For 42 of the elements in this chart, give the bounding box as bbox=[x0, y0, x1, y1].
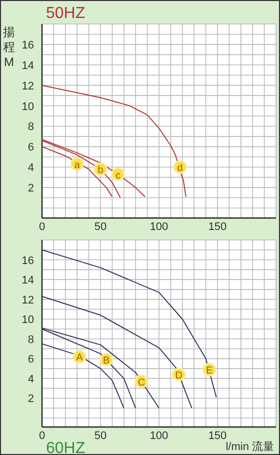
y-tick-label: 14 bbox=[22, 274, 34, 287]
x-tick-label: 150 bbox=[208, 430, 227, 442]
text: 60HZ bbox=[46, 440, 86, 455]
annotation: B bbox=[103, 356, 110, 367]
x-axis-title: l/min 流量 bbox=[226, 440, 274, 453]
y-tick-label: 10 bbox=[22, 314, 34, 326]
annotation: E bbox=[206, 366, 213, 377]
y-tick-label: 4 bbox=[28, 373, 34, 386]
x-tick-label: 0 bbox=[38, 221, 46, 233]
y-tick-label: 4 bbox=[28, 162, 34, 174]
x-tick-label: 50 bbox=[94, 430, 107, 442]
y-tick-label: 2 bbox=[28, 393, 34, 406]
annotation: A bbox=[76, 352, 84, 364]
line-series bbox=[42, 84, 186, 198]
y-tick-label: 6 bbox=[28, 142, 34, 154]
y-tick-label: 6 bbox=[28, 354, 34, 366]
chart-title: 50HZ bbox=[46, 5, 86, 22]
line-series bbox=[42, 343, 124, 409]
x-tick-label: 50 bbox=[94, 221, 107, 233]
y-tick-label: 12 bbox=[22, 80, 34, 92]
annotation: c bbox=[116, 170, 121, 182]
y-tick-label: 8 bbox=[28, 121, 34, 134]
x-tick-label: 100 bbox=[150, 221, 168, 233]
annotation: C bbox=[138, 377, 146, 388]
x-tick-label: 0 bbox=[38, 430, 46, 442]
y-tick-label: 2 bbox=[28, 182, 34, 195]
line-series bbox=[42, 296, 192, 409]
annotation: b bbox=[98, 165, 104, 176]
y-tick-label: 10 bbox=[22, 100, 34, 113]
line-series bbox=[42, 146, 113, 198]
y-tick-label: 16 bbox=[22, 254, 34, 267]
y-tick-label: 16 bbox=[22, 39, 34, 52]
line-series bbox=[42, 249, 217, 398]
y-axis-title: 揚程M bbox=[3, 25, 15, 69]
annotation: d bbox=[177, 163, 183, 174]
annotation: D bbox=[175, 370, 183, 382]
y-tick-label: 14 bbox=[22, 60, 34, 72]
x-tick-label: 100 bbox=[150, 430, 168, 442]
y-tick-label: 8 bbox=[28, 334, 34, 346]
x-tick-label: 150 bbox=[208, 221, 227, 233]
annotation: a bbox=[74, 160, 80, 172]
y-tick-label: 12 bbox=[22, 294, 34, 306]
